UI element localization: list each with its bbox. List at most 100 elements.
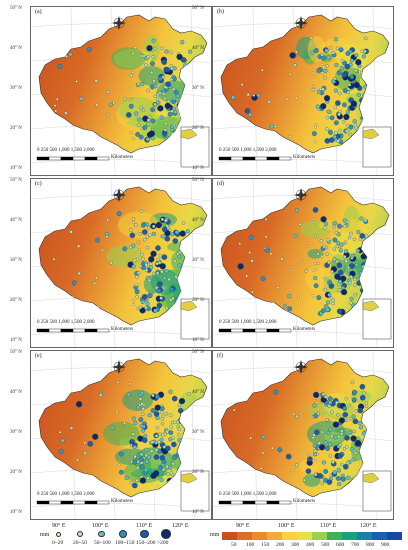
- station-marker: [172, 238, 179, 244]
- station-marker: [319, 239, 324, 243]
- station-marker: [159, 477, 164, 482]
- station-marker: [161, 92, 166, 96]
- station-marker: [320, 308, 326, 314]
- latitude-label: 20° N: [10, 298, 22, 303]
- station-marker: [155, 261, 159, 266]
- station-marker: [316, 295, 322, 300]
- station-marker: [141, 428, 146, 433]
- raster-patch: [361, 285, 386, 294]
- station-marker: [334, 63, 339, 68]
- station-legend-label: 0~20: [52, 540, 64, 546]
- station-marker: [334, 131, 338, 135]
- station-marker: [175, 93, 180, 99]
- station-marker: [139, 452, 144, 457]
- station-marker: [54, 109, 58, 113]
- station-legend-label: 20~50: [73, 540, 87, 546]
- station-marker: [87, 441, 93, 447]
- station-marker: [139, 209, 144, 213]
- station-marker: [322, 244, 326, 249]
- station-marker: [306, 244, 310, 248]
- station-marker: [153, 454, 160, 460]
- station-marker: [177, 433, 181, 437]
- station-marker: [71, 280, 77, 286]
- station-marker: [335, 476, 341, 481]
- station-marker: [137, 117, 142, 122]
- station-marker: [75, 401, 83, 408]
- map-panel: (e) 0 250 500 1,000 1,500 2,000 Kilometers: [30, 350, 212, 520]
- scale-unit: Kilometers: [293, 155, 316, 160]
- station-marker: [336, 413, 340, 417]
- station-marker: [231, 95, 236, 100]
- station-marker: [166, 139, 170, 143]
- station-marker: [349, 416, 353, 421]
- station-marker: [350, 435, 357, 442]
- station-marker: [350, 100, 357, 107]
- station-marker: [169, 77, 174, 82]
- station-marker: [124, 475, 129, 481]
- station-marker: [164, 49, 169, 54]
- station-marker: [317, 441, 321, 445]
- station-marker: [181, 412, 186, 417]
- scale-bar: [218, 328, 292, 333]
- station-marker: [364, 410, 370, 415]
- station-marker: [159, 115, 164, 120]
- station-marker: [312, 84, 315, 88]
- station-marker: [122, 246, 128, 252]
- station-marker: [134, 46, 138, 50]
- station-marker: [154, 404, 161, 411]
- station-marker: [338, 91, 342, 96]
- station-marker: [364, 234, 369, 238]
- station-marker: [359, 216, 364, 221]
- station-marker: [320, 254, 324, 258]
- north-arrow-icon: [112, 16, 126, 30]
- station-marker: [302, 478, 306, 482]
- station-marker: [144, 263, 149, 267]
- station-marker: [287, 306, 293, 312]
- station-legend-dot: [77, 531, 83, 537]
- station-marker: [164, 306, 169, 310]
- colorbar-tick: 300: [291, 542, 300, 548]
- station-marker: [129, 98, 133, 101]
- colorbar-swatch: [267, 532, 282, 540]
- station-marker: [348, 281, 352, 285]
- station-marker: [159, 437, 164, 442]
- station-marker: [342, 464, 349, 470]
- scale-bar: [36, 328, 110, 333]
- map-panel: (b) 0 250 500 1,000 1,500 2,000 Kilometers: [212, 6, 394, 176]
- latitude-label: 20° N: [192, 126, 204, 131]
- station-marker: [76, 244, 81, 248]
- station-marker: [179, 109, 183, 114]
- station-marker: [325, 307, 330, 312]
- station-marker: [148, 233, 152, 237]
- station-marker: [131, 243, 136, 248]
- station-marker: [317, 89, 322, 95]
- station-marker: [327, 292, 332, 297]
- latitude-label: 20° N: [10, 470, 22, 475]
- station-marker: [314, 472, 318, 477]
- raster-patch: [117, 211, 159, 239]
- colorbar-tick: 50: [231, 542, 237, 548]
- station-marker: [160, 410, 164, 414]
- station-marker: [163, 96, 167, 101]
- station-marker: [350, 253, 355, 258]
- station-marker: [237, 263, 244, 270]
- scale-unit: Kilometers: [111, 155, 134, 160]
- station-marker: [171, 99, 177, 105]
- station-marker: [364, 456, 369, 460]
- scale-ticks: 0 250 500 1,000 1,500 2,000: [219, 320, 277, 325]
- station-marker: [141, 412, 145, 417]
- station-marker: [366, 434, 371, 438]
- station-marker: [353, 283, 357, 287]
- station-marker: [145, 301, 150, 306]
- station-marker: [105, 90, 110, 94]
- station-marker: [170, 232, 175, 237]
- station-marker: [128, 103, 134, 109]
- station-marker: [153, 308, 158, 313]
- station-marker: [338, 417, 345, 424]
- station-marker: [53, 104, 57, 108]
- station-marker: [180, 57, 187, 63]
- station-marker: [332, 221, 337, 226]
- station-marker: [345, 110, 350, 115]
- station-marker: [167, 277, 171, 282]
- station-marker: [355, 248, 360, 253]
